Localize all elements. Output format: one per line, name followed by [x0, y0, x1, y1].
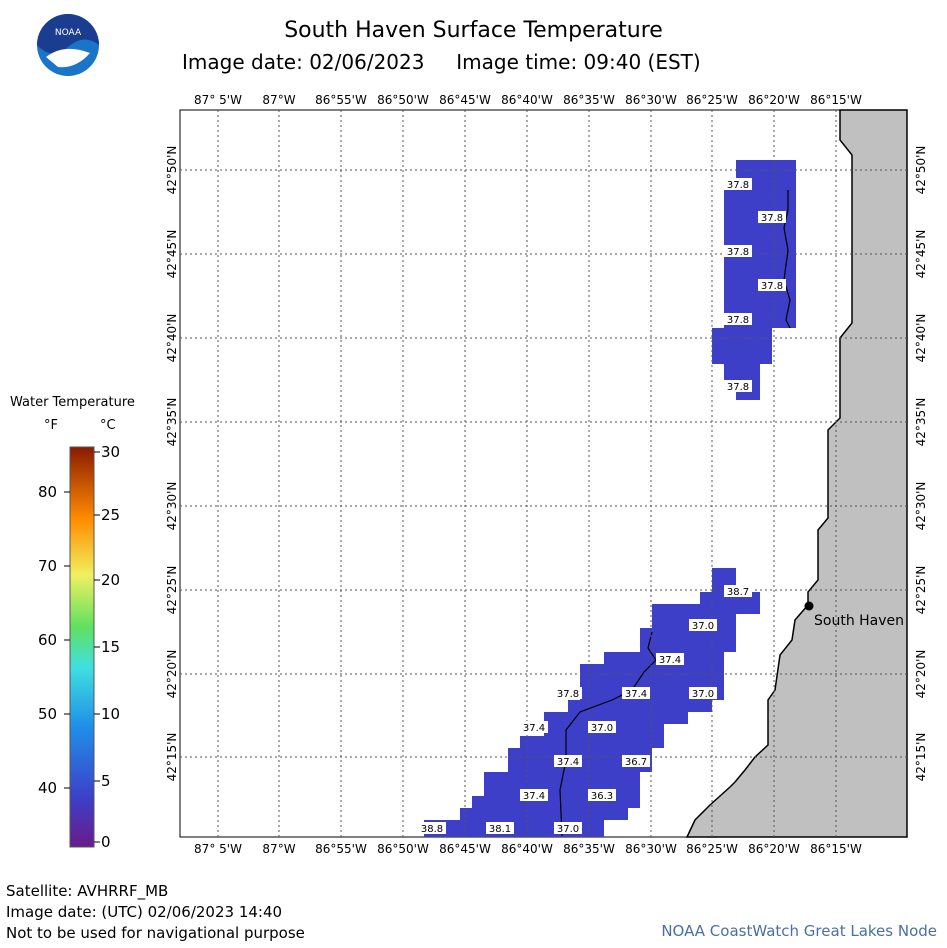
- temp-label: 37.4: [557, 757, 579, 768]
- temp-label: 38.8: [421, 824, 443, 835]
- legend-title: Water Temperature: [10, 395, 135, 410]
- lat-label-right: 42°35'N: [914, 398, 928, 447]
- lat-label-left: 42°15'N: [165, 733, 179, 782]
- legend-ticks: [64, 451, 100, 843]
- lon-label-top: 86°25'W: [686, 93, 738, 107]
- lat-label-left: 42°40'N: [165, 314, 179, 363]
- city-label: South Haven: [814, 613, 904, 629]
- lat-label-right: 42°25'N: [914, 566, 928, 615]
- temp-label: 37.0: [591, 723, 613, 734]
- map-title: South Haven Surface Temperature: [284, 18, 663, 43]
- temp-label: 37.4: [523, 791, 545, 802]
- temp-label: 38.7: [727, 587, 749, 598]
- lat-label-left: 42°25'N: [165, 566, 179, 615]
- lon-label-bottom: 86°35'W: [563, 842, 615, 856]
- temp-label: 37.8: [761, 213, 783, 224]
- lon-label-bottom: 86°20'W: [748, 842, 800, 856]
- graticule: [180, 110, 907, 837]
- footer-disclaimer: Not to be used for navigational purpose: [6, 924, 305, 942]
- latitude-labels: 42°50'N 42°45'N 42°40'N 42°35'N 42°30'N …: [165, 146, 928, 782]
- lat-label-left: 42°30'N: [165, 482, 179, 531]
- temp-label: 37.4: [523, 723, 545, 734]
- city-marker: [804, 601, 814, 611]
- lat-label-right: 42°20'N: [914, 650, 928, 699]
- lat-label-right: 42°45'N: [914, 230, 928, 279]
- legend-f-tick: 40: [38, 779, 58, 797]
- legend-c-tick: 20: [101, 571, 121, 589]
- legend-unit-c: °C: [100, 418, 116, 433]
- legend-c-tick: 0: [101, 833, 111, 851]
- legend-c-tick: 5: [101, 772, 111, 790]
- lon-label-top: 86°40'W: [501, 93, 553, 107]
- legend-f-tick: 70: [38, 557, 58, 575]
- lon-label-bottom: 86°15'W: [810, 842, 862, 856]
- footer-satellite: Satellite: AVHRRF_MB: [6, 882, 169, 900]
- image-date: Image date: 02/06/2023: [182, 50, 425, 74]
- footer-credit: NOAA CoastWatch Great Lakes Node: [661, 922, 937, 940]
- noaa-logo: NOAA: [37, 14, 99, 76]
- temp-label: 37.8: [727, 180, 749, 191]
- lat-label-left: 42°50'N: [165, 146, 179, 195]
- temp-label: 37.4: [659, 655, 681, 666]
- legend-colorbar: [69, 446, 95, 848]
- temp-label: 37.8: [761, 281, 783, 292]
- lon-label-top: 86°30'W: [625, 93, 677, 107]
- image-time: Image time: 09:40 (EST): [456, 50, 701, 74]
- lon-label-top: 87° 5'W: [194, 93, 242, 107]
- legend-c-tick: 30: [101, 443, 121, 461]
- temperature-labels: 37.8 37.8 37.8 37.8 37.8 37.8 38.7 37.0 …: [418, 178, 786, 835]
- lon-label-top: 86°55'W: [315, 93, 367, 107]
- lat-label-left: 42°45'N: [165, 230, 179, 279]
- legend-f-tick: 50: [38, 705, 58, 723]
- lat-label-right: 42°50'N: [914, 146, 928, 195]
- legend-c-tick: 10: [101, 705, 121, 723]
- lon-label-top: 87°W: [262, 93, 295, 107]
- temp-label: 37.8: [727, 315, 749, 326]
- lat-label-left: 42°20'N: [165, 650, 179, 699]
- temp-label: 37.0: [692, 621, 714, 632]
- lon-label-top: 86°50'W: [377, 93, 429, 107]
- lat-label-right: 42°15'N: [914, 733, 928, 782]
- temp-label: 37.8: [557, 689, 579, 700]
- legend-f-tick: 80: [38, 483, 58, 501]
- footer-utc-date: Image date: (UTC) 02/06/2023 14:40: [6, 903, 283, 921]
- lon-label-bottom: 87° 5'W: [194, 842, 242, 856]
- legend-f-tick: 60: [38, 631, 58, 649]
- legend-c-tick: 25: [101, 506, 121, 524]
- lon-label-top: 86°20'W: [748, 93, 800, 107]
- lat-label-right: 42°40'N: [914, 314, 928, 363]
- isotherm-lines: [559, 190, 791, 837]
- lon-label-bottom: 86°40'W: [501, 842, 553, 856]
- temp-label: 37.0: [557, 824, 579, 835]
- lon-label-bottom: 86°45'W: [439, 842, 491, 856]
- temp-label: 36.3: [591, 791, 613, 802]
- temp-label: 36.7: [625, 757, 647, 768]
- longitude-labels: 87° 5'W 87°W 86°55'W 86°50'W 86°45'W 86°…: [194, 93, 862, 856]
- temp-label: 37.8: [727, 247, 749, 258]
- lat-label-left: 42°35'N: [165, 398, 179, 447]
- temp-label: 37.8: [727, 382, 749, 393]
- lat-label-right: 42°30'N: [914, 482, 928, 531]
- temp-label: 37.4: [625, 689, 647, 700]
- lon-label-bottom: 86°50'W: [377, 842, 429, 856]
- legend-c-tick: 15: [101, 638, 121, 656]
- lon-label-top: 86°15'W: [810, 93, 862, 107]
- lon-label-bottom: 86°55'W: [315, 842, 367, 856]
- lon-label-bottom: 86°30'W: [625, 842, 677, 856]
- temp-label: 37.0: [692, 689, 714, 700]
- land-area: [685, 109, 908, 838]
- map-subtitle: Image date: 02/06/2023 Image time: 09:40…: [182, 50, 701, 74]
- lon-label-top: 86°45'W: [439, 93, 491, 107]
- lon-label-top: 86°35'W: [563, 93, 615, 107]
- legend-unit-f: °F: [44, 418, 58, 433]
- lon-label-bottom: 87°W: [262, 842, 295, 856]
- temp-label: 38.1: [489, 824, 511, 835]
- logo-text: NOAA: [55, 28, 82, 38]
- lon-label-bottom: 86°25'W: [686, 842, 738, 856]
